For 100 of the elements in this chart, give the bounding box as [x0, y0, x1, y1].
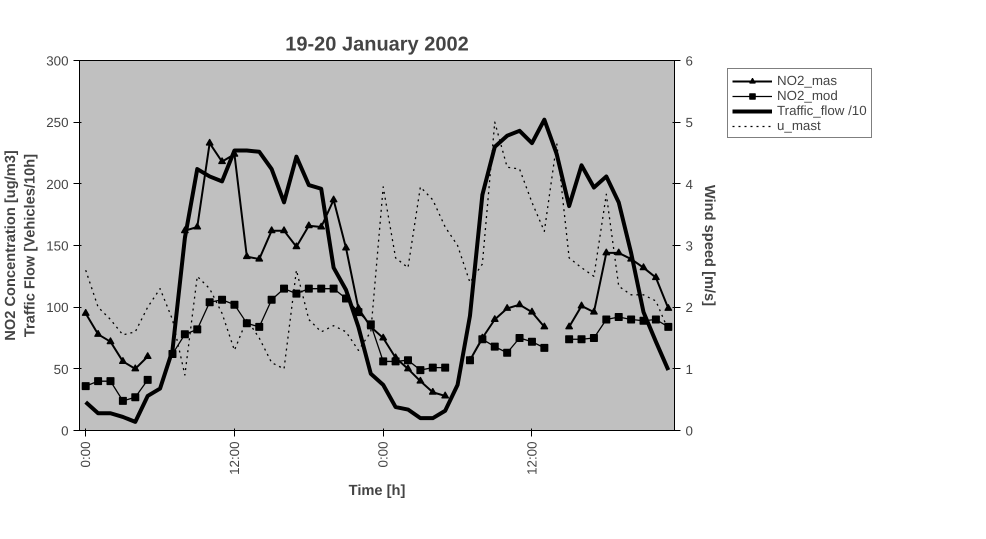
point: [94, 330, 102, 337]
y2-tick-label: 2: [686, 300, 693, 316]
x-tick-label: 0:00: [376, 441, 391, 468]
point: [342, 243, 350, 250]
point: [118, 356, 127, 364]
point: [268, 226, 276, 234]
y-tick-label: 150: [46, 238, 69, 254]
point: [330, 195, 338, 202]
chart-title: 19-20 January 2002: [285, 34, 469, 56]
y-tick-label: 0: [61, 424, 69, 438]
point: [614, 248, 623, 256]
legend-label: Traffic_flow /10: [777, 103, 867, 118]
y-axis-title: NO2 Concentration [ug/m3] Traffic Flow [Vehicles/10h]: [3, 150, 38, 341]
point: [441, 391, 450, 398]
y2-tick-label: 1: [686, 362, 693, 377]
point: [590, 334, 598, 342]
legend-label: NO2_mas: [777, 73, 837, 88]
y2-tick-label: 3: [686, 238, 693, 254]
point: [330, 284, 338, 293]
point: [242, 252, 251, 260]
point: [206, 138, 214, 146]
x-axis-title: Time [h]: [348, 482, 406, 499]
y2-tick-label: 6: [686, 54, 693, 68]
point: [82, 308, 90, 316]
point: [516, 300, 524, 308]
point: [379, 333, 388, 341]
point: [144, 352, 152, 360]
point: [304, 284, 313, 293]
y-tick-label: 50: [54, 362, 69, 377]
point: [602, 316, 610, 324]
y2-tick-label: 5: [686, 115, 693, 130]
point: [255, 254, 264, 262]
point: [540, 322, 548, 330]
point: [206, 298, 214, 306]
point: [392, 357, 400, 366]
point: [131, 393, 140, 402]
x-tick-label: 0:00: [78, 441, 94, 468]
point: [304, 221, 313, 228]
point: [230, 300, 238, 309]
point: [404, 364, 412, 372]
point: [317, 284, 326, 293]
point: [193, 325, 202, 334]
y2-tick-label: 4: [686, 176, 694, 192]
point: [428, 388, 437, 395]
point: [82, 382, 90, 390]
point: [503, 304, 512, 311]
point: [255, 322, 264, 331]
point: [268, 296, 276, 304]
point: [490, 342, 499, 351]
point: [428, 364, 437, 372]
point: [528, 308, 536, 315]
point: [478, 335, 486, 344]
point: [193, 222, 202, 230]
point: [180, 330, 189, 338]
point: [292, 242, 300, 250]
point: [118, 396, 127, 405]
point: [565, 322, 574, 330]
point: [144, 376, 152, 384]
line-series: [84, 118, 670, 424]
point: [106, 377, 114, 386]
point: [578, 335, 586, 344]
point: [640, 263, 648, 270]
y2-axis-title: Wind speed [m/s]: [700, 184, 717, 306]
point: [218, 296, 226, 304]
point: [528, 338, 536, 346]
y-tick-label: 250: [46, 115, 69, 130]
point: [578, 301, 586, 308]
point: [94, 377, 102, 386]
point: [404, 356, 412, 364]
point: [280, 284, 288, 293]
point: [614, 313, 623, 322]
point: [490, 314, 499, 322]
point: [416, 376, 424, 384]
point: [540, 344, 548, 352]
y-tick-label: 300: [46, 54, 69, 68]
point: [652, 273, 660, 280]
point: [652, 316, 660, 324]
point: [664, 304, 672, 311]
point: [503, 348, 512, 357]
point: [664, 322, 672, 331]
point: [131, 364, 140, 372]
point: [106, 337, 114, 344]
legend-label: NO2_mod: [777, 88, 838, 103]
x-tick-label: 12:00: [226, 441, 242, 475]
point: [516, 334, 524, 342]
point: [218, 157, 226, 164]
point: [441, 364, 450, 372]
point: [602, 248, 610, 256]
point: [565, 335, 574, 344]
point: [627, 316, 636, 324]
x-tick-label: 12:00: [524, 441, 540, 475]
legend-label: u_mast: [777, 118, 821, 133]
y2-tick-label: 0: [686, 424, 693, 438]
point: [416, 366, 424, 374]
y-tick-label: 200: [46, 176, 69, 192]
point: [590, 308, 598, 315]
point: [317, 222, 326, 230]
y-tick-label: 100: [46, 300, 69, 316]
point: [379, 357, 388, 366]
point: [280, 226, 288, 234]
